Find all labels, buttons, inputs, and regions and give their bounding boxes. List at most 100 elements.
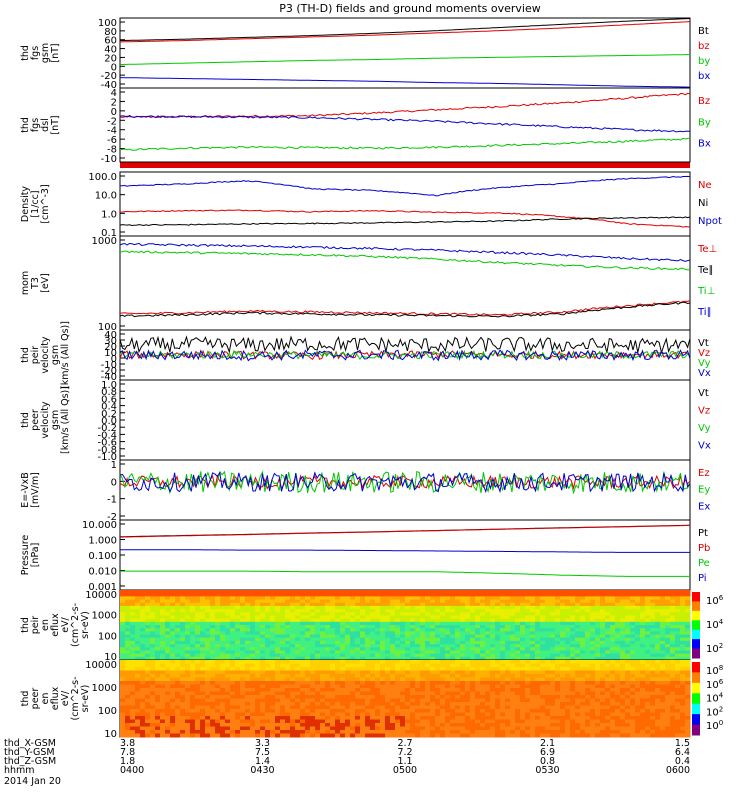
spectrogram-cell: [440, 733, 446, 738]
spectrogram-cell: [275, 667, 281, 671]
spectrogram-cell: [625, 596, 631, 601]
spectrogram-cell: [130, 716, 136, 720]
spectrogram-cell: [335, 640, 341, 645]
spectrogram-cell: [595, 634, 601, 639]
spectrogram-cell: [260, 719, 266, 724]
spectrogram-cell: [155, 681, 161, 685]
spectrogram-cell: [390, 631, 396, 636]
spectrogram-cell: [565, 637, 571, 642]
y-tick-label: 20: [104, 342, 117, 353]
spectrogram-cell: [500, 684, 506, 689]
spectrogram-cell: [130, 730, 136, 734]
spectrogram-cell: [180, 593, 186, 597]
spectrogram-cell: [635, 618, 641, 623]
spectrogram-cell: [155, 726, 161, 731]
spectrogram-cell: [140, 599, 146, 604]
spectrogram-cell: [670, 656, 676, 661]
spectrogram-cell: [285, 719, 291, 724]
spectrogram-cell: [485, 677, 491, 682]
spectrogram-cell: [270, 726, 276, 731]
spectrogram-cell: [440, 681, 446, 685]
spectrogram-cell: [160, 631, 166, 636]
spectrogram-cell: [150, 596, 156, 601]
spectrogram-cell: [245, 663, 251, 668]
spectrogram-cell: [225, 674, 231, 678]
spectrogram-cell: [170, 705, 176, 710]
spectrogram-cell: [225, 667, 231, 671]
spectrogram-cell: [340, 674, 346, 678]
spectrogram-cell: [625, 637, 631, 642]
spectrogram-cell: [320, 609, 326, 613]
spectrogram-cell: [135, 670, 141, 675]
spectrogram-cell: [480, 705, 486, 710]
spectrogram-cell: [340, 593, 346, 597]
spectrogram-cell: [270, 637, 276, 642]
spectrogram-cell: [300, 677, 306, 682]
spectrogram-cell: [165, 634, 171, 639]
spectrogram-cell: [490, 691, 496, 696]
spectrogram-cell: [175, 647, 181, 651]
spectrogram-cell: [165, 656, 171, 661]
spectrogram-cell: [120, 590, 126, 594]
spectrogram-cell: [395, 670, 401, 675]
spectrogram-cell: [385, 618, 391, 623]
spectrogram-cell: [140, 677, 146, 682]
spectrogram-cell: [445, 609, 451, 613]
spectrogram-cell: [595, 625, 601, 629]
spectrogram-cell: [155, 640, 161, 645]
spectrogram-cell: [220, 698, 226, 703]
spectrogram-cell: [215, 691, 221, 696]
spectrogram-cell: [515, 625, 521, 629]
spectrogram-cell: [450, 663, 456, 668]
series-line-Ne: [119, 209, 691, 228]
spectrogram-cell: [620, 716, 626, 720]
spectrogram-cell: [365, 618, 371, 623]
spectrogram-cell: [205, 702, 211, 706]
spectrogram-cell: [535, 733, 541, 738]
spectrogram-cell: [515, 663, 521, 668]
spectrogram-cell: [565, 712, 571, 717]
spectrogram-cell: [510, 712, 516, 717]
spectrogram-cell: [590, 681, 596, 685]
spectrogram-cell: [220, 599, 226, 604]
spectrogram-cell: [580, 688, 586, 692]
spectrogram-cell: [465, 650, 471, 655]
spectrogram-cell: [120, 674, 126, 678]
spectrogram-cell: [340, 733, 346, 738]
spectrogram-cell: [570, 618, 576, 623]
spectrogram-cell: [340, 705, 346, 710]
spectrogram-cell: [460, 698, 466, 703]
spectrogram-cell: [665, 602, 671, 607]
spectrogram-cell: [190, 670, 196, 675]
spectrogram-cell: [230, 712, 236, 717]
spectrogram-cell: [620, 695, 626, 699]
spectrogram-cell: [545, 656, 551, 661]
spectrogram-cell: [200, 663, 206, 668]
spectrogram-cell: [250, 709, 256, 713]
spectrogram-cell: [370, 698, 376, 703]
spectrogram-cell: [460, 702, 466, 706]
y-axis-label: [nT]: [50, 43, 61, 62]
spectrogram-cell: [160, 716, 166, 720]
colorbar-segment: [692, 620, 700, 631]
spectrogram-cell: [665, 656, 671, 661]
spectrogram-cell: [300, 612, 306, 616]
spectrogram-cell: [505, 612, 511, 616]
spectrogram-cell: [375, 656, 381, 661]
spectrogram-cell: [455, 599, 461, 604]
spectrogram-cell: [655, 605, 661, 610]
spectrogram-cell: [190, 695, 196, 699]
spectrogram-cell: [470, 605, 476, 610]
spectrogram-cell: [135, 681, 141, 685]
spectrogram-cell: [480, 650, 486, 655]
spectrogram-cell: [475, 602, 481, 607]
spectrogram-cell: [640, 618, 646, 623]
spectrogram-cell: [385, 609, 391, 613]
spectrogram-cell: [455, 593, 461, 597]
spectrogram-cell: [170, 667, 176, 671]
spectrogram-cell: [410, 596, 416, 601]
spectrogram-cell: [355, 625, 361, 629]
spectrogram-cell: [470, 599, 476, 604]
spectrogram-cell: [285, 615, 291, 620]
spectrogram-cell: [430, 631, 436, 636]
